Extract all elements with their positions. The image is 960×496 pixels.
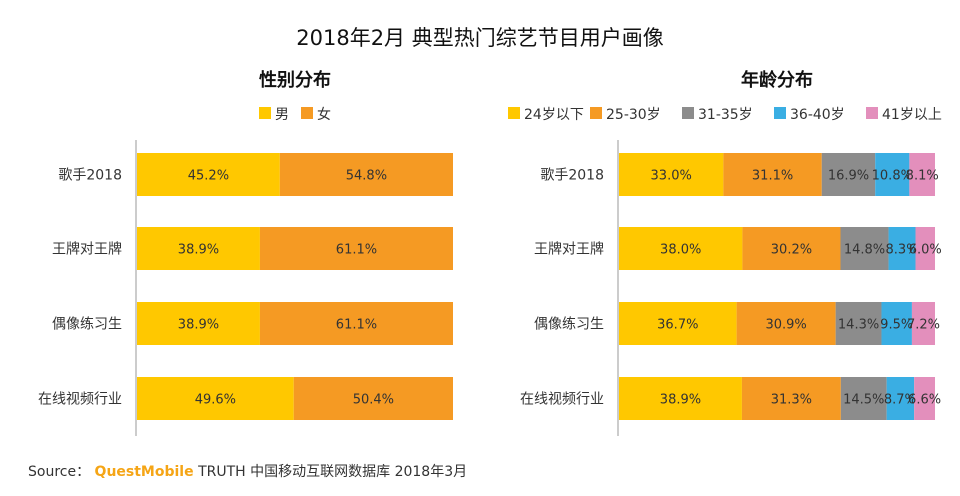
gender-bar-segment (137, 227, 260, 270)
gender-segment-label: 54.8% (346, 169, 387, 184)
gender-bar-segment (137, 153, 280, 196)
age-segment-label: 6.0% (909, 243, 942, 258)
age-bar-segment (915, 227, 935, 270)
age-bar-segment (840, 227, 889, 270)
age-legend-item-1: 25-30岁 (590, 107, 661, 123)
gender-chart: 男女歌手2018 45.2% 54.8%王牌对王牌 38.9% 61.1%偶像练习生 38… (38, 106, 453, 436)
age-bar-segment (619, 153, 724, 196)
legend-label: 24岁以下 (524, 107, 584, 123)
age-bar-segment (821, 153, 876, 196)
legend-swatch (508, 107, 520, 119)
age-bar-segment (875, 153, 910, 196)
age-segment-label: 14.3% (838, 318, 879, 333)
age-segment-label: 36.7% (657, 318, 698, 333)
age-category-label: 歌手2018 (540, 168, 604, 184)
legend-swatch (301, 107, 313, 119)
gender-panel-title: 性别分布 (259, 70, 331, 91)
legend-swatch (866, 107, 878, 119)
gender-segment-label: 49.6% (195, 393, 236, 408)
age-bar-segment (911, 302, 935, 345)
age-segment-label: 9.5% (880, 318, 913, 333)
gender-segment-label: 61.1% (336, 318, 377, 333)
gender-segment-label: 38.9% (178, 318, 219, 333)
age-legend-item-0: 24岁以下 (508, 107, 584, 123)
source-rest: TRUTH 中国移动互联网数据库 2018年3月 (198, 464, 468, 480)
age-bar-segment (888, 227, 916, 270)
main-title: 2018年2月 典型热门综艺节目用户画像 (296, 26, 664, 50)
legend-label: 男 (275, 107, 289, 123)
gender-segment-label: 50.4% (353, 393, 394, 408)
legend-swatch (682, 107, 694, 119)
age-category-label: 王牌对王牌 (534, 241, 604, 258)
legend-label: 31-35岁 (698, 107, 753, 123)
age-bar-segment (909, 153, 935, 196)
age-bar-segment (742, 227, 841, 270)
age-category-label: 在线视频行业 (520, 392, 604, 408)
age-legend: 24岁以下 25-30岁 31-35岁 36-40岁 41岁以上 (508, 107, 942, 123)
age-segment-label: 30.9% (765, 318, 806, 333)
legend-label: 女 (317, 106, 331, 123)
age-legend-item-3: 36-40岁 (774, 107, 845, 123)
age-segment-label: 30.2% (771, 243, 812, 258)
age-bar-segment (840, 377, 887, 420)
source-brand: QuestMobile (94, 464, 194, 480)
age-segment-label: 8.7% (884, 393, 917, 408)
gender-bar-segment (259, 227, 453, 270)
age-segment-label: 7.2% (907, 318, 940, 333)
gender-category-label: 偶像练习生 (52, 317, 122, 333)
source-prefix: Source： (28, 464, 91, 480)
legend-swatch (259, 107, 271, 119)
gender-segment-label: 45.2% (188, 169, 229, 184)
age-segment-label: 8.1% (906, 169, 939, 184)
gender-bar-segment (137, 302, 260, 345)
age-legend-item-2: 31-35岁 (682, 107, 753, 123)
gender-legend-item-0: 男 (259, 107, 289, 123)
age-segment-label: 38.0% (660, 243, 701, 258)
age-segment-label: 6.6% (908, 393, 941, 408)
age-bar-segment (886, 377, 915, 420)
age-segment-label: 16.9% (828, 169, 869, 184)
legend-label: 25-30岁 (606, 107, 661, 123)
age-segment-label: 31.3% (771, 393, 812, 408)
age-legend-item-4: 41岁以上 (866, 107, 942, 123)
legend-swatch (590, 107, 602, 119)
age-bar-segment (619, 377, 742, 420)
gender-category-label: 歌手2018 (58, 168, 122, 184)
legend-label: 36-40岁 (790, 107, 845, 123)
source-note: Source： QuestMobile TRUTH 中国移动互联网数据库 201… (28, 461, 467, 481)
gender-legend: 男女 (259, 106, 331, 123)
age-bar-segment (619, 227, 743, 270)
age-segment-label: 14.5% (843, 393, 884, 408)
gender-bar-segment (137, 377, 294, 420)
age-segment-label: 8.3% (886, 243, 919, 258)
age-bar-segment (741, 377, 841, 420)
gender-category-label: 王牌对王牌 (52, 241, 122, 258)
age-segment-label: 33.0% (651, 169, 692, 184)
age-bar-segment (619, 302, 737, 345)
age-bar-segment (835, 302, 882, 345)
gender-legend-item-1: 女 (301, 106, 331, 123)
age-bar-segment (881, 302, 912, 345)
age-bar-segment (736, 302, 836, 345)
gender-bar-segment (259, 302, 453, 345)
age-segment-label: 38.9% (660, 393, 701, 408)
age-category-label: 偶像练习生 (534, 317, 604, 333)
age-segment-label: 10.8% (872, 169, 913, 184)
gender-segment-label: 61.1% (336, 243, 377, 258)
gender-segment-label: 38.9% (178, 243, 219, 258)
gender-category-label: 在线视频行业 (38, 392, 122, 408)
legend-swatch (774, 107, 786, 119)
age-segment-label: 14.8% (844, 243, 885, 258)
age-segment-label: 31.1% (752, 169, 793, 184)
gender-bar-segment (279, 153, 453, 196)
age-panel-title: 年龄分布 (741, 70, 813, 91)
age-bar-segment (914, 377, 935, 420)
legend-label: 41岁以上 (882, 107, 942, 123)
gender-bar-segment (293, 377, 453, 420)
age-bar-segment (723, 153, 822, 196)
